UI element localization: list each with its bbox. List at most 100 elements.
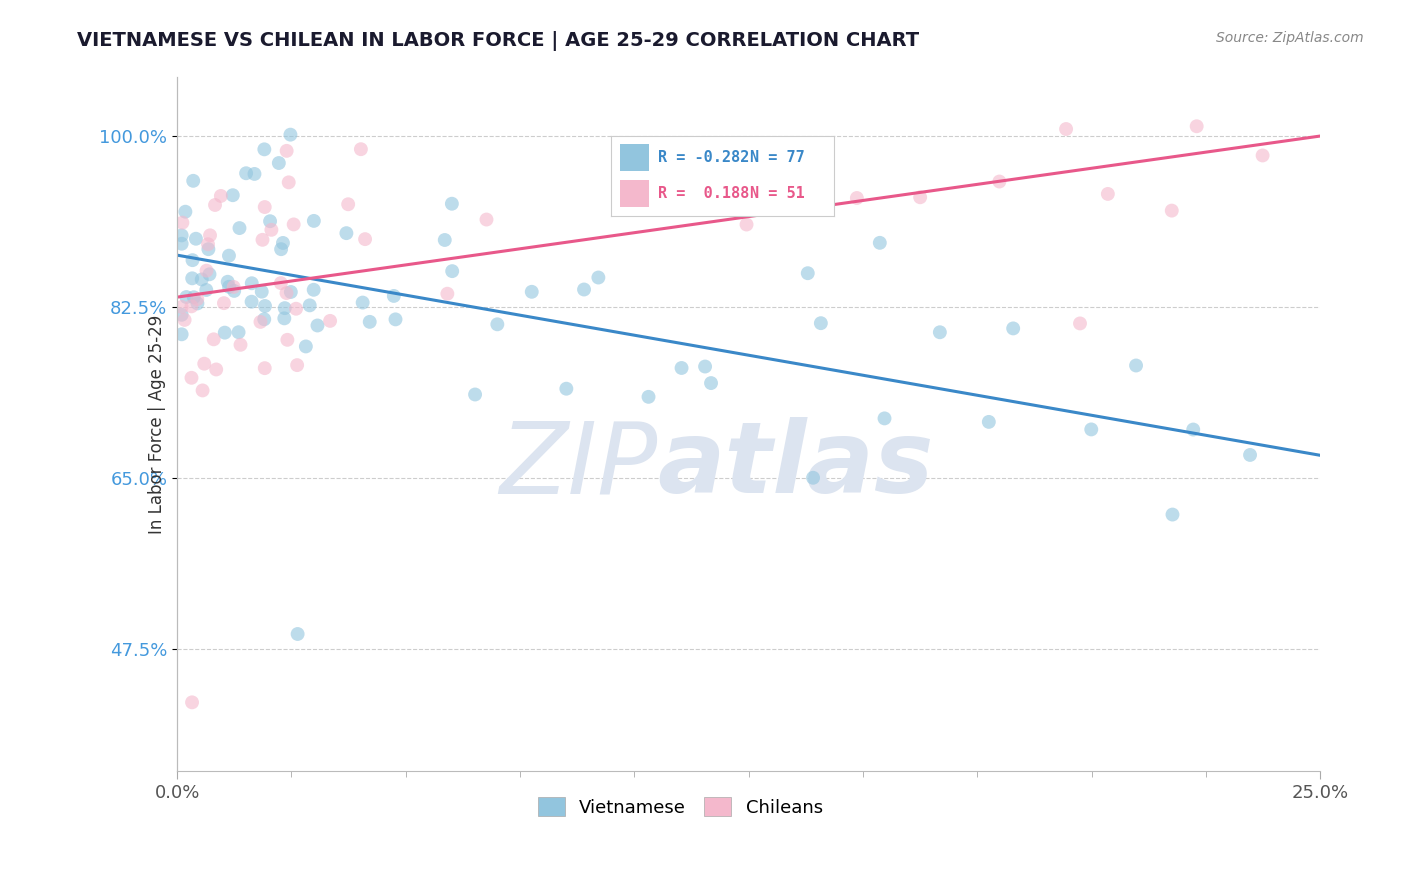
Point — [170, 308, 193, 322]
Point — [198, 267, 221, 281]
Point — [186, 296, 208, 310]
Point — [797, 266, 820, 280]
Point — [742, 153, 765, 168]
Point — [1160, 203, 1182, 218]
Point — [197, 242, 219, 256]
Point — [195, 263, 218, 277]
Point — [252, 233, 274, 247]
Point — [658, 181, 681, 195]
Point — [693, 359, 716, 374]
Point — [354, 232, 377, 246]
Point — [198, 228, 221, 243]
Point — [214, 326, 236, 340]
Point — [186, 292, 208, 306]
Point — [295, 339, 318, 353]
Point — [222, 188, 245, 202]
Point — [319, 314, 342, 328]
Point — [228, 221, 250, 235]
Point — [274, 301, 297, 315]
Point — [436, 286, 458, 301]
Point — [190, 272, 212, 286]
Point — [250, 285, 273, 299]
Point — [170, 300, 193, 314]
Point — [555, 382, 578, 396]
Point — [228, 325, 250, 339]
Point — [675, 161, 697, 176]
Point — [202, 332, 225, 346]
Point — [224, 284, 246, 298]
Point — [1069, 317, 1091, 331]
Point — [181, 174, 204, 188]
Point — [205, 362, 228, 376]
Point — [700, 376, 723, 390]
Point — [572, 283, 595, 297]
Point — [988, 175, 1011, 189]
Point — [977, 415, 1000, 429]
Point — [273, 311, 295, 326]
Point — [183, 290, 205, 304]
Point — [180, 371, 202, 385]
Point — [475, 212, 498, 227]
Point — [1182, 423, 1205, 437]
Point — [276, 286, 298, 301]
Point — [277, 175, 299, 189]
Point — [276, 144, 298, 158]
Text: ZIP: ZIP — [499, 417, 657, 514]
Point — [873, 411, 896, 425]
Point — [287, 627, 309, 641]
Point — [928, 325, 950, 339]
Point — [174, 204, 197, 219]
Point — [1054, 122, 1077, 136]
Point — [285, 358, 308, 372]
Point — [243, 167, 266, 181]
Point — [433, 233, 456, 247]
Point — [270, 242, 292, 256]
Point — [280, 285, 302, 299]
Point — [197, 237, 219, 252]
Point — [1097, 186, 1119, 201]
Point — [845, 191, 868, 205]
Point — [260, 223, 283, 237]
Point — [283, 218, 305, 232]
Point — [212, 296, 235, 310]
Point — [276, 333, 298, 347]
Point — [1125, 359, 1147, 373]
Point — [217, 275, 239, 289]
Point — [302, 214, 325, 228]
Point — [350, 142, 373, 156]
Point — [270, 276, 292, 290]
Point — [253, 200, 276, 214]
Text: Source: ZipAtlas.com: Source: ZipAtlas.com — [1216, 31, 1364, 45]
Point — [486, 318, 509, 332]
Point — [253, 142, 276, 156]
Point — [671, 361, 693, 376]
Point — [1161, 508, 1184, 522]
Point — [464, 387, 486, 401]
Point — [253, 361, 276, 376]
Point — [184, 232, 207, 246]
Point — [240, 277, 263, 291]
Point — [285, 301, 308, 316]
Y-axis label: In Labor Force | Age 25-29: In Labor Force | Age 25-29 — [148, 315, 166, 533]
Point — [170, 327, 193, 342]
Point — [218, 280, 240, 294]
Text: VIETNAMESE VS CHILEAN IN LABOR FORCE | AGE 25-29 CORRELATION CHART: VIETNAMESE VS CHILEAN IN LABOR FORCE | A… — [77, 31, 920, 51]
Text: atlas: atlas — [657, 417, 934, 514]
Point — [170, 236, 193, 251]
Point — [253, 299, 276, 313]
Point — [172, 216, 194, 230]
Point — [337, 197, 360, 211]
Point — [1002, 321, 1025, 335]
Point — [170, 228, 193, 243]
Point — [191, 384, 214, 398]
Point — [193, 357, 215, 371]
Point — [280, 128, 302, 142]
Point — [440, 196, 463, 211]
Point — [359, 315, 381, 329]
Point — [1239, 448, 1261, 462]
Point — [869, 235, 891, 250]
Point — [195, 283, 218, 297]
Point — [218, 249, 240, 263]
Point — [235, 166, 257, 180]
Point — [307, 318, 329, 333]
